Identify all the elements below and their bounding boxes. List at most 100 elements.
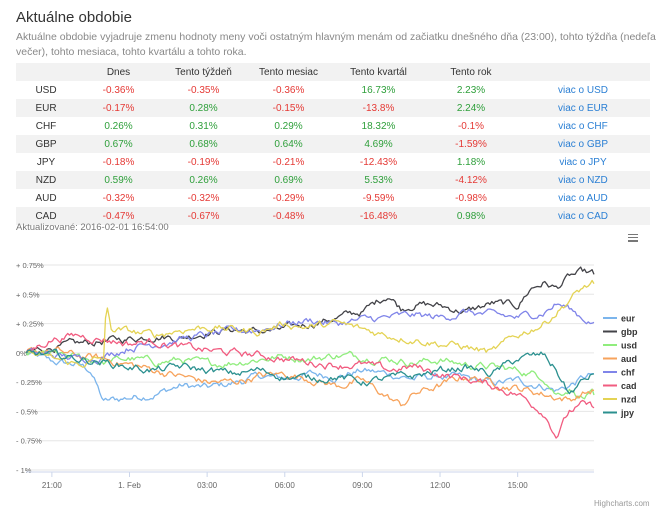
change-value: 2.24% [426, 99, 516, 117]
change-value: 0.26% [104, 120, 133, 132]
change-value: 0.98% [426, 207, 516, 225]
line-chart: + 0.75% + 0.5% + 0.25% 0% - 0.25% - 0.5% - 0.7… [16, 261, 638, 490]
series-line-usd [25, 349, 595, 400]
series-line-aud [25, 346, 595, 407]
change-value: 0.69% [246, 171, 331, 189]
change-value: -0.35% [187, 84, 220, 96]
table-row-cad: CAD -0.47% -0.67% -0.48% -16.48% 0.98% viac o … [16, 207, 650, 225]
currency-code: EUR [16, 99, 76, 117]
change-value: -0.17% [76, 99, 161, 117]
more-link-nzd[interactable]: viac o NZD [516, 171, 650, 189]
change-value: -0.18% [102, 156, 135, 168]
change-value: 0.68% [161, 135, 246, 153]
y-tick-label: + 0.5% [16, 290, 40, 299]
more-link-gbp[interactable]: viac o GBP [516, 135, 650, 153]
x-tick-label: 09:00 [352, 481, 373, 490]
more-link-aud[interactable]: viac o AUD [558, 192, 608, 204]
highcharts-credits[interactable]: Highcharts.com [594, 499, 650, 508]
change-value: 0.67% [76, 135, 161, 153]
legend-item-jpy[interactable]: jpy [620, 408, 634, 418]
currency-code: GBP [16, 135, 76, 153]
y-tick-label: - 0.5% [16, 407, 38, 416]
change-value: 0.26% [161, 171, 246, 189]
legend-item-eur[interactable]: eur [621, 314, 636, 324]
change-value: -0.1% [457, 120, 485, 132]
column-header [516, 63, 650, 81]
chart-menu-icon[interactable] [628, 234, 638, 242]
y-tick-label: - 0.75% [16, 437, 42, 446]
change-value: -12.43% [359, 156, 398, 168]
change-value: 0.28% [161, 99, 246, 117]
x-tick-label: 1. Feb [118, 481, 141, 490]
more-link-jpy[interactable]: viac o JPY [559, 156, 607, 168]
change-value: 2.23% [456, 84, 486, 96]
more-link-chf[interactable]: viac o CHF [558, 120, 608, 132]
currency-code: NZD [16, 171, 76, 189]
column-header: Dnes [76, 63, 161, 81]
change-value: -0.15% [246, 99, 331, 117]
change-value: -0.36% [102, 84, 135, 96]
change-value: -0.21% [272, 156, 305, 168]
change-value: 1.18% [456, 156, 486, 168]
change-value: 0.29% [274, 120, 303, 132]
currency-code: AUD [35, 192, 57, 204]
legend-item-chf[interactable]: chf [621, 368, 636, 378]
column-header: Tento týždeň [161, 63, 246, 81]
currency-code: CAD [16, 207, 76, 225]
legend-item-cad[interactable]: cad [621, 381, 637, 391]
table-header-row: Dnes Tento týždeň Tento mesiac Tento kvartá… [16, 63, 650, 81]
change-value: -0.36% [272, 84, 305, 96]
x-tick-label: 03:00 [197, 481, 218, 490]
change-value: 0.59% [76, 171, 161, 189]
legend-item-aud[interactable]: aud [621, 354, 637, 364]
table-row-usd: USD -0.36% -0.35% -0.36% 16.73% 2.23% viac o U… [16, 81, 650, 99]
change-value: -4.12% [426, 171, 516, 189]
legend-item-usd[interactable]: usd [621, 341, 637, 351]
table-row-nzd: NZD 0.59% 0.26% 0.69% 5.53% -4.12% viac o NZD [16, 171, 650, 189]
column-header [16, 63, 76, 81]
currency-code: JPY [36, 156, 56, 168]
table-row-gbp: GBP 0.67% 0.68% 0.64% 4.69% -1.59% viac o GBP [16, 135, 650, 153]
change-value: -13.8% [331, 99, 426, 117]
series-line-chf [25, 303, 595, 365]
legend-item-nzd[interactable]: nzd [621, 395, 637, 405]
y-tick-label: + 0.25% [16, 320, 44, 329]
change-value: 0.64% [246, 135, 331, 153]
y-tick-label: - 1% [16, 466, 32, 475]
change-value: -16.48% [331, 207, 426, 225]
x-tick-label: 12:00 [430, 481, 451, 490]
series-line-gbp [25, 266, 595, 354]
currency-code: CHF [35, 120, 57, 132]
table-row-chf: CHF 0.26% 0.31% 0.29% 18.32% -0.1% viac o CHF [16, 117, 650, 135]
change-value: 0.31% [189, 120, 218, 132]
series-line-cad [25, 332, 595, 439]
table-row-aud: AUD -0.32% -0.32% -0.29% -9.59% -0.98% viac o … [16, 189, 650, 207]
change-value: 18.32% [361, 120, 396, 132]
updated-timestamp: Aktualizované: 2016-02-01 16:54:00 [16, 222, 169, 233]
currency-code: USD [35, 84, 57, 96]
change-value: -9.59% [362, 192, 395, 204]
table-row-eur: EUR -0.17% 0.28% -0.15% -13.8% 2.24% viac o EU… [16, 99, 650, 117]
change-value: -0.32% [187, 192, 220, 204]
series-line-nzd [25, 279, 595, 368]
change-value: -0.32% [102, 192, 135, 204]
page-title: Aktuálne obdobie [16, 9, 132, 26]
table-row-jpy: JPY -0.18% -0.19% -0.21% -12.43% 1.18% viac o … [16, 153, 650, 171]
more-link-usd[interactable]: viac o USD [557, 84, 608, 96]
column-header: Tento mesiac [246, 63, 331, 81]
more-link-eur[interactable]: viac o EUR [516, 99, 650, 117]
y-tick-label: - 0.25% [16, 378, 42, 387]
y-tick-label: + 0.75% [16, 261, 44, 270]
x-tick-label: 06:00 [275, 481, 296, 490]
change-value: -0.47% [76, 207, 161, 225]
x-tick-label: 15:00 [508, 481, 529, 490]
column-header: Tento rok [426, 63, 516, 81]
more-link-cad[interactable]: viac o CAD [516, 207, 650, 225]
change-value: -0.29% [272, 192, 305, 204]
change-value: 5.53% [331, 171, 426, 189]
legend-item-gbp[interactable]: gbp [621, 327, 638, 337]
y-tick-label: 0% [16, 349, 27, 358]
series-line-eur [25, 351, 595, 402]
change-value: 4.69% [331, 135, 426, 153]
change-value: -0.48% [246, 207, 331, 225]
